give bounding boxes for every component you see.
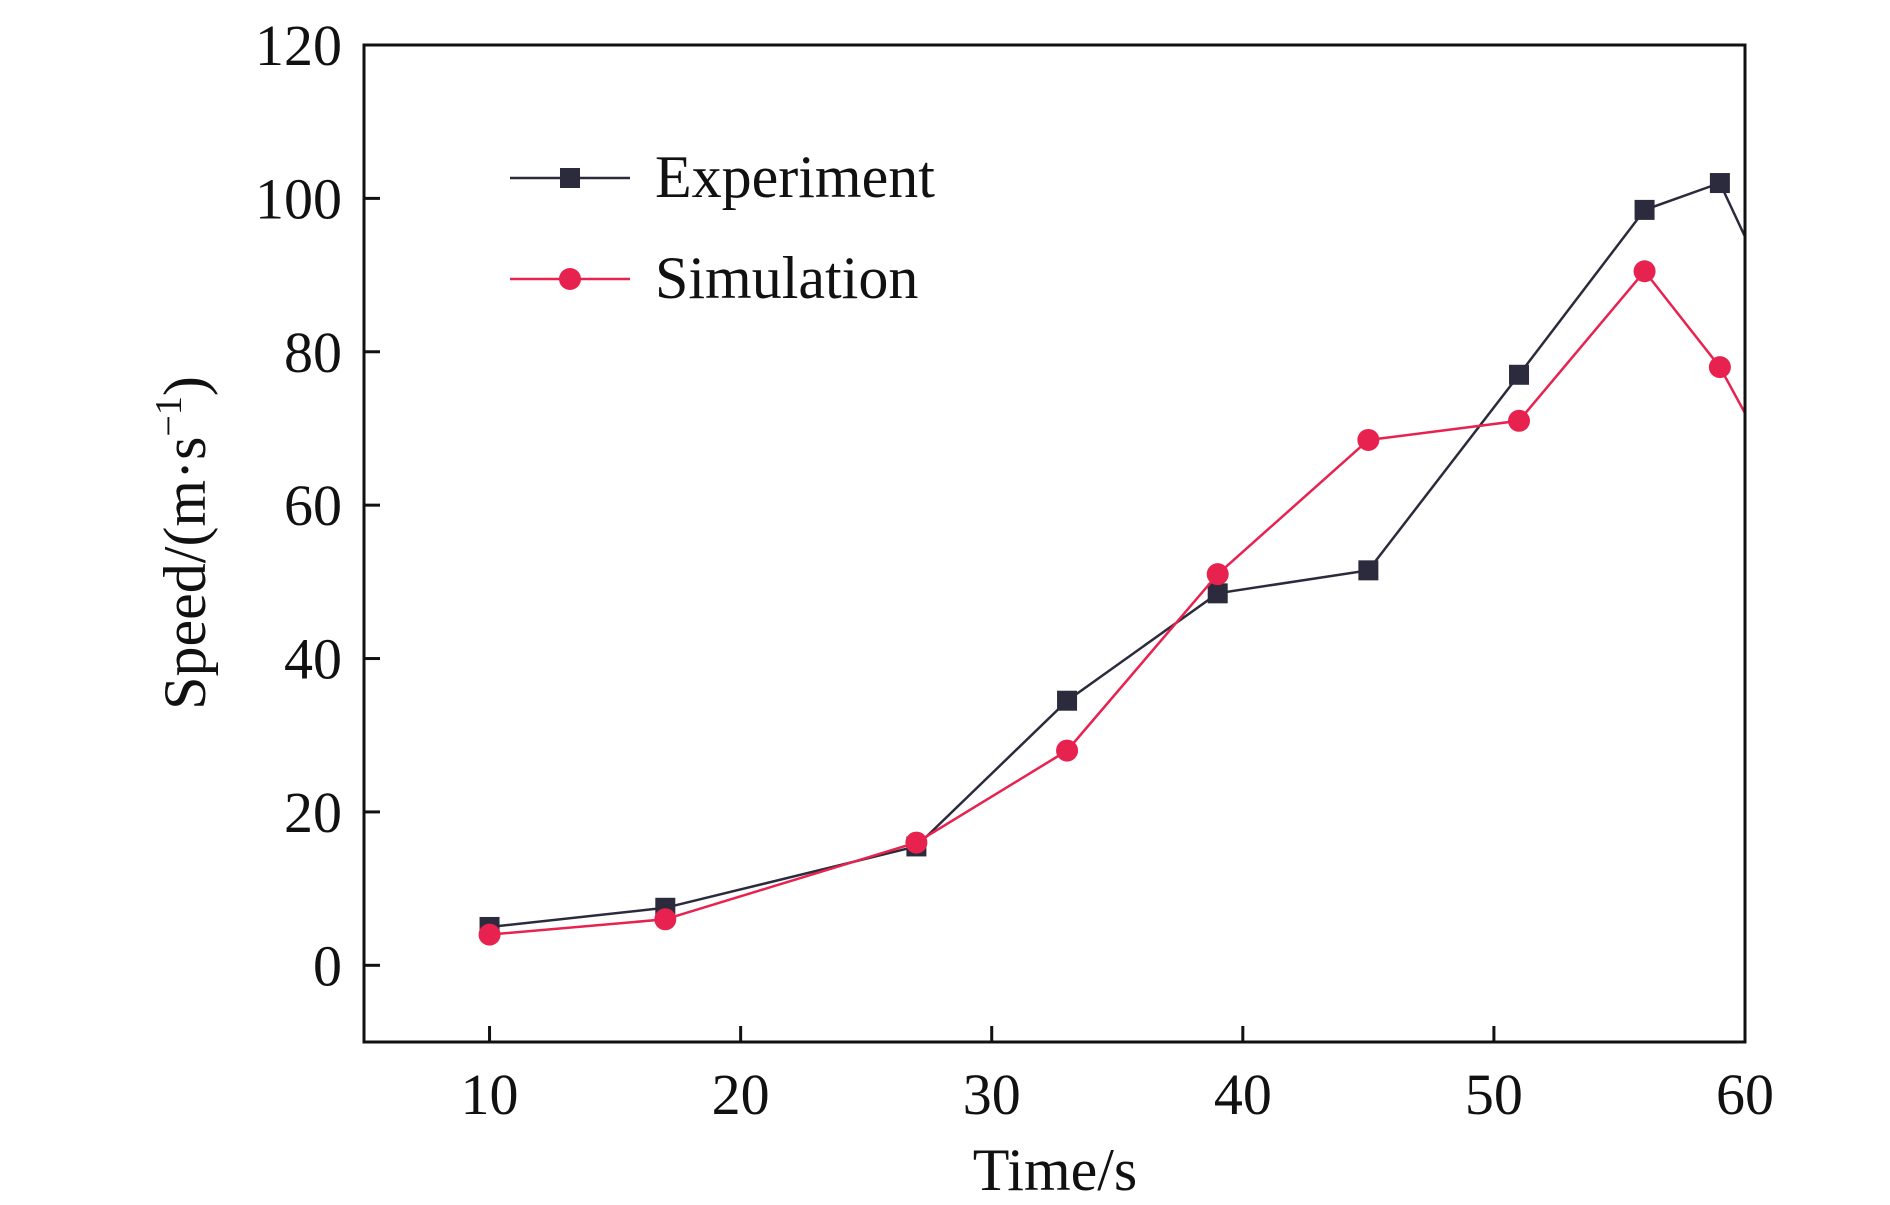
experiment-point	[1760, 280, 1780, 300]
simulation-point	[1206, 563, 1229, 586]
y-tick-label: 0	[313, 933, 342, 998]
legend-simulation-marker	[559, 268, 581, 290]
x-tick-label: 60	[1716, 1062, 1774, 1127]
y-axis-title-close: )	[152, 376, 218, 396]
x-tick-label: 10	[461, 1062, 519, 1127]
legend-experiment-label: Experiment	[655, 144, 935, 210]
simulation-line	[489, 269, 1745, 936]
x-axis-title: Time/s	[973, 1137, 1138, 1203]
x-axis: 10 20 30 40 50 60	[461, 1026, 1774, 1127]
x-tick-label: 30	[963, 1062, 1021, 1127]
simulation-point	[1708, 356, 1731, 379]
simulation-point	[1759, 448, 1781, 470]
experiment-point	[1057, 690, 1078, 711]
y-tick-label: 120	[255, 13, 342, 78]
x-tick-label: 20	[712, 1062, 770, 1127]
simulation-point	[1633, 260, 1656, 283]
y-tick-label: 20	[284, 780, 342, 845]
y-axis-title-superscript: −1	[148, 396, 190, 436]
simulation-point	[1056, 739, 1079, 762]
y-axis-title-main: Speed/(m·s	[152, 437, 218, 710]
experiment-point	[1207, 583, 1228, 604]
y-axis: 0 20 40 60 80 100 120	[255, 13, 380, 998]
experiment-point	[1509, 364, 1530, 385]
experiment-point	[1709, 173, 1730, 194]
plot-series	[478, 173, 1781, 946]
legend: Experiment Simulation	[510, 144, 935, 311]
y-tick-label: 40	[284, 627, 342, 692]
simulation-point	[478, 923, 501, 946]
experiment-point	[1358, 560, 1379, 581]
simulation-point	[654, 908, 677, 931]
simulation-point	[1357, 428, 1380, 451]
experiment-point	[1634, 199, 1655, 220]
x-tick-label: 50	[1465, 1062, 1523, 1127]
y-tick-label: 100	[255, 166, 342, 231]
y-tick-label: 80	[284, 320, 342, 385]
x-tick-label: 40	[1214, 1062, 1272, 1127]
legend-simulation-label: Simulation	[655, 245, 918, 311]
legend-experiment-marker	[560, 168, 580, 188]
y-axis-title: Speed/(m·s−1)	[148, 376, 218, 710]
simulation-point	[905, 831, 928, 854]
plot-frame	[362, 43, 1747, 1044]
experiment-line	[489, 181, 1745, 929]
simulation-point	[1508, 409, 1531, 432]
y-tick-label: 60	[284, 473, 342, 538]
